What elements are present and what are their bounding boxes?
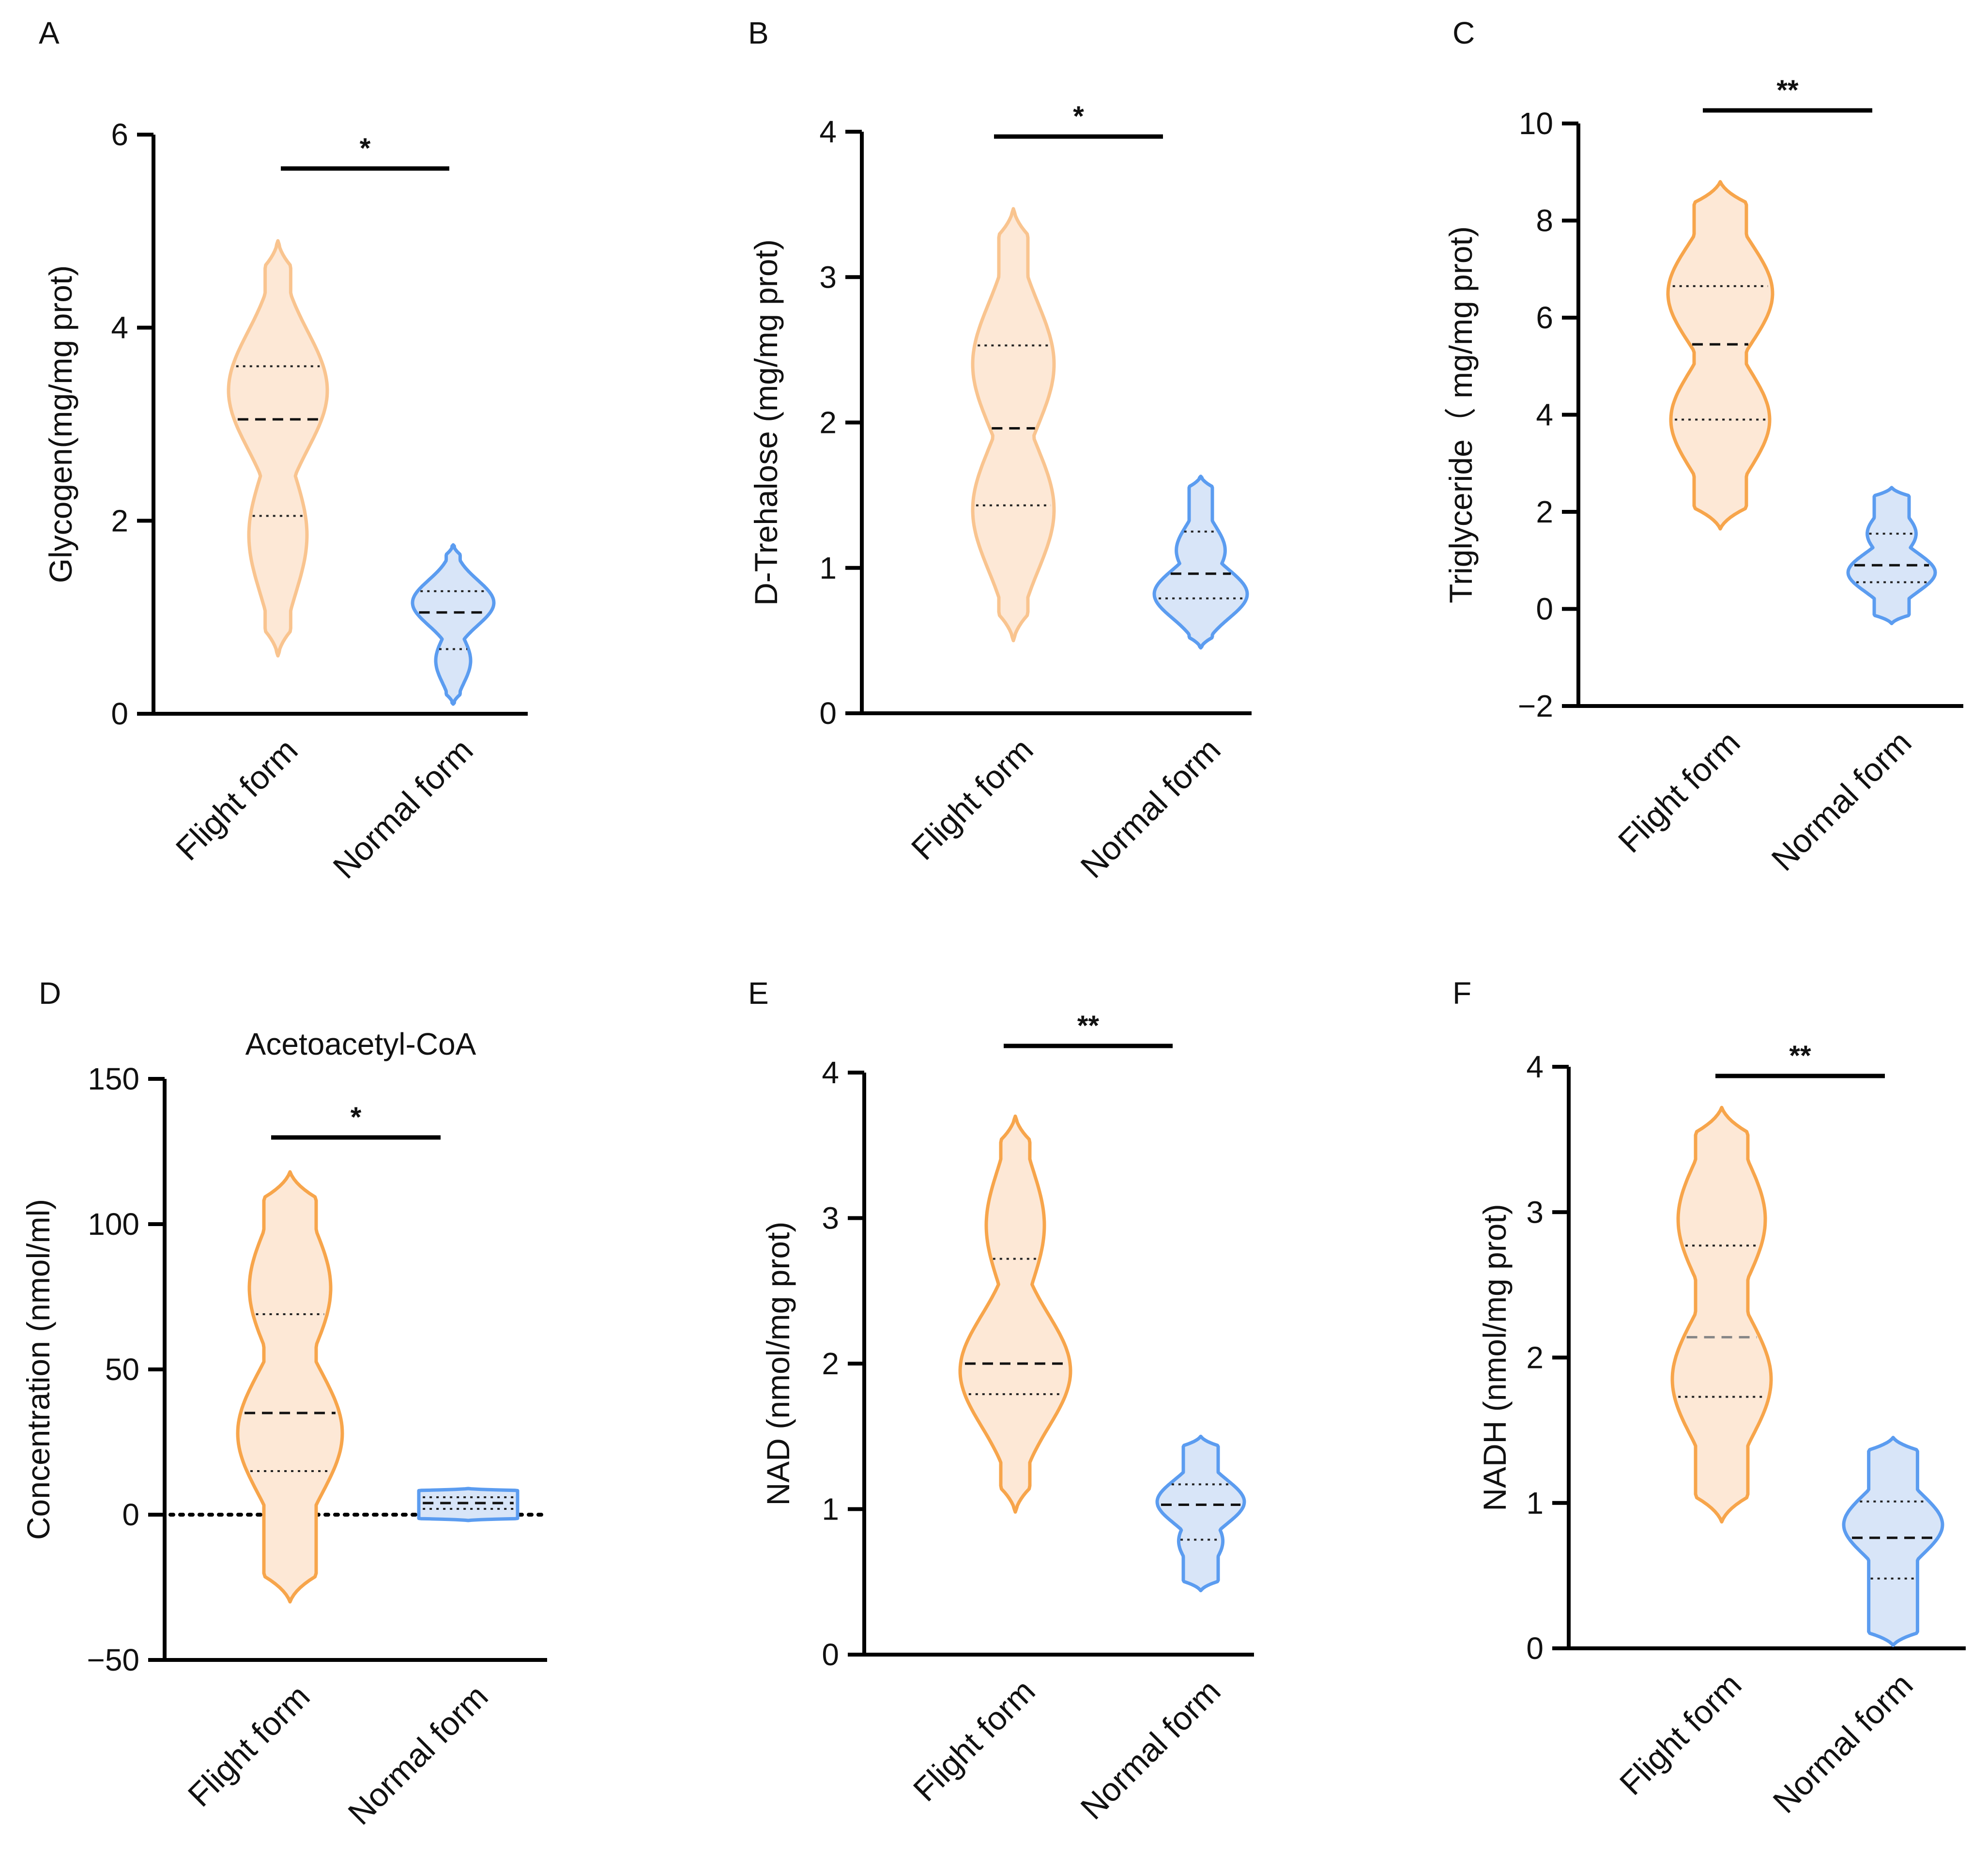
y-tick-label: 2: [822, 1346, 839, 1381]
significance-label: *: [360, 133, 371, 164]
y-tick-label: 1: [819, 551, 837, 585]
chart-title: Acetoacetyl-CoA: [245, 1027, 476, 1061]
violin-normal-form: [1152, 475, 1249, 650]
violin-body: [236, 1170, 344, 1604]
y-tick-label: 4: [111, 310, 128, 345]
y-tick-label: 3: [819, 260, 837, 294]
y-tick-label: 1: [822, 1492, 839, 1527]
x-category-label: Flight form: [181, 1678, 317, 1814]
violin-body: [1666, 180, 1774, 531]
x-category-label: Flight form: [1613, 1666, 1749, 1802]
violin-normal-form: [411, 543, 496, 706]
x-category-label: Normal form: [1073, 731, 1227, 885]
y-tick-label: 2: [1536, 494, 1553, 529]
panel-f: F 0 1 2 3 4 NADH (nmol/mg prot) Flight form Norm…: [1453, 976, 1966, 1820]
x-category-label: Normal form: [326, 732, 480, 886]
violin-normal-form: [1846, 486, 1937, 626]
y-tick-label: 1: [1526, 1486, 1544, 1520]
y-tick-label: 0: [1536, 592, 1553, 627]
y-tick-label: −2: [1518, 689, 1553, 723]
panel-e: E 0 1 2 3 4 NAD (nmol/mg prot) Flight form Norma…: [748, 976, 1254, 1827]
violin-body: [1670, 1106, 1773, 1524]
y-axis-title: NADH (nmol/mg prot): [1477, 1204, 1513, 1511]
violin-normal-form: [1155, 1434, 1246, 1593]
panel-c: C −2 0 2 4 6 8 10 Triglyceride（ mg/mg prot) Fligh…: [1443, 15, 1963, 878]
violin-body: [1846, 486, 1937, 626]
panel-letter: D: [39, 976, 61, 1011]
violin-flight-form: [971, 207, 1056, 643]
violin-body: [1842, 1436, 1944, 1647]
y-tick-label: 0: [111, 696, 128, 731]
y-tick-label: 0: [1526, 1631, 1544, 1666]
y-tick-label: 6: [111, 117, 128, 152]
y-tick-label: 8: [1536, 203, 1553, 238]
significance-label: **: [1776, 75, 1799, 106]
x-category-label: Flight form: [169, 732, 305, 868]
y-axis-title: Concentration (nmol/ml): [20, 1199, 56, 1540]
panel-letter: C: [1453, 15, 1475, 50]
x-category-label: Flight form: [906, 1673, 1042, 1809]
panel-letter: E: [748, 976, 769, 1011]
y-tick-label: 2: [819, 405, 837, 440]
y-tick-label: 100: [88, 1207, 139, 1242]
panel-d: D Acetoacetyl-CoA −50 0 50 100 150 Concentratio…: [20, 976, 549, 1832]
y-axis-title: Glycogen(mg/mg prot): [43, 265, 78, 584]
y-tick-label: 4: [819, 114, 837, 149]
significance-label: *: [1073, 101, 1084, 132]
x-category-label: Normal form: [1764, 724, 1918, 878]
y-tick-label: 50: [105, 1352, 139, 1387]
violin-flight-form: [227, 239, 329, 658]
y-tick-label: 4: [1526, 1049, 1544, 1084]
violin-flight-form: [1666, 180, 1774, 531]
violin-body: [1152, 475, 1249, 650]
y-axis-title: Triglyceride（ mg/mg prot): [1443, 226, 1479, 603]
y-tick-label: 10: [1519, 106, 1553, 141]
panel-a: A 0 2 4 6 Glycogen(mg/mg prot) Flight form Norm…: [39, 15, 528, 886]
x-category-label: Flight form: [1611, 724, 1747, 860]
y-axis-title: D-Trehalose (mg/mg prot): [748, 239, 784, 606]
y-tick-label: 4: [1536, 398, 1553, 432]
y-axis-title: NAD (nmol/mg prot): [760, 1222, 796, 1506]
significance-label: **: [1077, 1010, 1100, 1042]
y-tick-label: 0: [822, 1637, 839, 1672]
violin-body: [958, 1114, 1072, 1514]
violin-flight-form: [236, 1170, 344, 1604]
y-tick-label: 3: [822, 1201, 839, 1236]
x-category-label: Normal form: [1073, 1673, 1227, 1827]
panel-letter: A: [39, 15, 60, 50]
violin-flight-form: [958, 1114, 1072, 1514]
significance-label: *: [351, 1102, 362, 1133]
violin-normal-form: [417, 1487, 520, 1522]
violin-normal-form: [1842, 1436, 1944, 1647]
y-tick-label: 0: [122, 1497, 139, 1532]
violin-flight-form: [1670, 1106, 1773, 1524]
panel-b: B 0 1 2 3 4 D-Trehalose (mg/mg prot) Flight for…: [748, 15, 1252, 885]
x-category-label: Normal form: [341, 1678, 495, 1832]
y-tick-label: 3: [1526, 1195, 1544, 1229]
panel-letter: F: [1453, 976, 1471, 1011]
y-tick-label: −50: [87, 1643, 139, 1677]
x-category-label: Normal form: [1766, 1666, 1920, 1820]
y-tick-label: 2: [111, 503, 128, 538]
significance-label: **: [1789, 1040, 1811, 1072]
violin-body: [1155, 1434, 1246, 1593]
y-tick-label: 150: [88, 1061, 139, 1096]
y-tick-label: 4: [822, 1055, 839, 1090]
y-tick-label: 0: [819, 696, 837, 731]
violin-body: [227, 239, 329, 658]
violin-body: [971, 207, 1056, 643]
violin-body: [417, 1487, 520, 1522]
x-category-label: Flight form: [904, 731, 1040, 867]
y-tick-label: 2: [1526, 1340, 1544, 1375]
y-tick-label: 6: [1536, 300, 1553, 335]
violin-body: [411, 543, 496, 706]
panel-letter: B: [748, 15, 769, 50]
